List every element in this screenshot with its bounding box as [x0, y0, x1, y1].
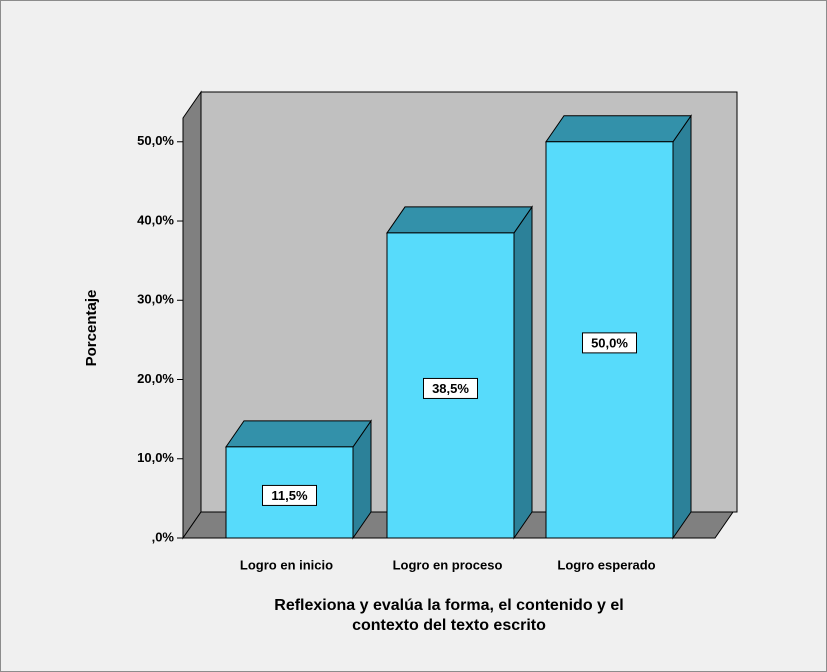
value-label: 50,0% [591, 335, 628, 350]
x-tick-label: Logro esperado [557, 557, 655, 572]
x-tick-label: Logro en inicio [240, 557, 333, 572]
y-tick-label: 50,0% [137, 133, 174, 148]
value-label: 38,5% [432, 381, 469, 396]
bar-top [225, 420, 372, 448]
y-tick-label: ,0% [152, 529, 175, 544]
y-tick-label: 10,0% [137, 450, 174, 465]
y-tick-label: 40,0% [137, 212, 174, 227]
x-axis-title: contexto del texto escrito [352, 617, 546, 634]
value-label-box [423, 377, 478, 399]
x-tick-label: Logro en proceso [393, 557, 503, 572]
bar-top [386, 206, 533, 234]
y-axis-title: Porcentaje [83, 290, 100, 367]
y-tick-label: 20,0% [137, 371, 174, 386]
side-wall [182, 90, 202, 540]
bar-side [513, 205, 533, 540]
value-label-box [262, 484, 317, 506]
value-label-box [582, 332, 637, 354]
x-axis-title: Reflexiona y evalúa la forma, el conteni… [274, 597, 623, 614]
bar-top [545, 115, 692, 143]
y-tick-label: 30,0% [137, 292, 174, 307]
bar-side [672, 114, 692, 540]
value-label: 11,5% [271, 488, 308, 503]
